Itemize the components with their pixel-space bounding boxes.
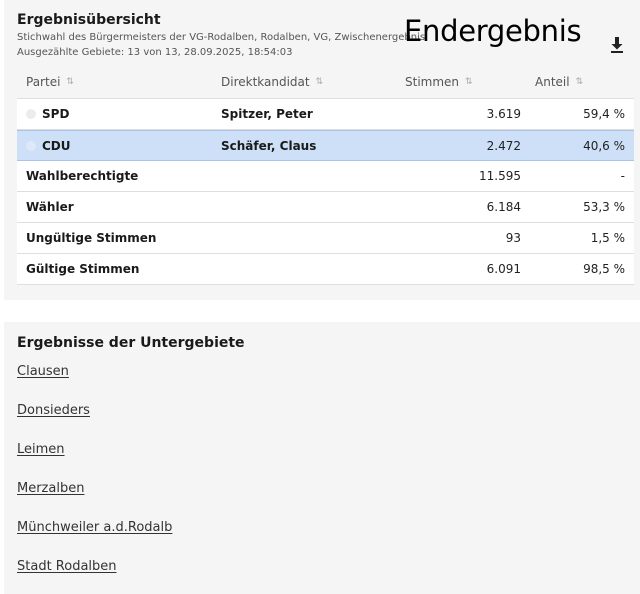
sort-icon: ⇅ (465, 76, 473, 87)
header-party[interactable]: Partei ⇅ (26, 75, 74, 89)
subarea-link-merzalben[interactable]: Merzalben (17, 481, 85, 496)
sort-icon: ⇅ (575, 76, 584, 87)
party-name: SPD (42, 107, 70, 121)
party-color-dot (26, 140, 36, 151)
votes-value: 2.472 (486, 138, 521, 153)
subareas-card: Ergebnisse der Untergebiete Clausen Dons… (4, 322, 640, 594)
subarea-link-muenchweiler[interactable]: Münchweiler a.d.Rodalb (17, 520, 173, 535)
subarea-link-stadt-rodalben[interactable]: Stadt Rodalben (17, 559, 117, 574)
votes-value: 11.595 (479, 169, 521, 183)
subareas-title: Ergebnisse der Untergebiete (17, 335, 245, 351)
summary-label: Ungültige Stimmen (26, 231, 157, 245)
votes-value: 6.091 (486, 262, 521, 276)
share-value: 40,6 % (583, 138, 625, 153)
results-table: Partei ⇅ Direktkandidat ⇅ Stimmen ⇅ Anteil ⇅… (17, 66, 634, 285)
counted-areas-info: Ausgezählte Gebiete: 13 von 13, 28.09.20… (17, 47, 293, 58)
share-value: - (620, 169, 625, 183)
votes-value: 93 (505, 231, 521, 245)
votes-value: 6.184 (486, 200, 521, 214)
overview-title: Ergebnisübersicht (17, 12, 161, 28)
summary-label: Gültige Stimmen (26, 262, 140, 276)
table-header: Partei ⇅ Direktkandidat ⇅ Stimmen ⇅ Anteil ⇅ (17, 66, 634, 99)
candidate-name: Spitzer, Peter (221, 107, 313, 121)
header-share[interactable]: Anteil ⇅ (535, 75, 584, 89)
share-value: 1,5 % (590, 231, 625, 245)
votes-value: 3.619 (486, 107, 521, 121)
final-result-overlay: Endergebnis (404, 14, 582, 48)
candidate-name: Schäfer, Claus (221, 138, 317, 153)
share-value: 98,5 % (583, 262, 625, 276)
share-value: 53,3 % (583, 200, 625, 214)
party-name: CDU (42, 138, 71, 153)
table-row[interactable]: CDU Schäfer, Claus 2.472 40,6 % (17, 130, 634, 161)
results-overview-card: Ergebnisübersicht Stichwahl des Bürgerme… (4, 0, 640, 300)
summary-row: Wahlberechtigte 11.595 - (17, 161, 634, 192)
header-votes[interactable]: Stimmen ⇅ (405, 75, 473, 89)
sort-icon: ⇅ (315, 76, 324, 87)
download-icon[interactable] (609, 36, 625, 54)
summary-label: Wähler (26, 200, 74, 214)
summary-label: Wahlberechtigte (26, 169, 139, 183)
sort-icon: ⇅ (66, 76, 74, 87)
overview-subtitle: Stichwahl des Bürgermeisters der VG-Roda… (17, 32, 426, 43)
header-candidate[interactable]: Direktkandidat ⇅ (221, 75, 324, 89)
party-color-dot (26, 109, 36, 119)
subarea-list: Clausen Donsieders Leimen Merzalben Münc… (17, 364, 172, 594)
summary-row: Wähler 6.184 53,3 % (17, 192, 634, 223)
summary-row: Gültige Stimmen 6.091 98,5 % (17, 254, 634, 285)
table-row[interactable]: SPD Spitzer, Peter 3.619 59,4 % (17, 99, 634, 130)
subarea-link-leimen[interactable]: Leimen (17, 442, 65, 457)
share-value: 59,4 % (583, 107, 625, 121)
summary-row: Ungültige Stimmen 93 1,5 % (17, 223, 634, 254)
subarea-link-clausen[interactable]: Clausen (17, 364, 69, 379)
subarea-link-donsieders[interactable]: Donsieders (17, 403, 90, 418)
